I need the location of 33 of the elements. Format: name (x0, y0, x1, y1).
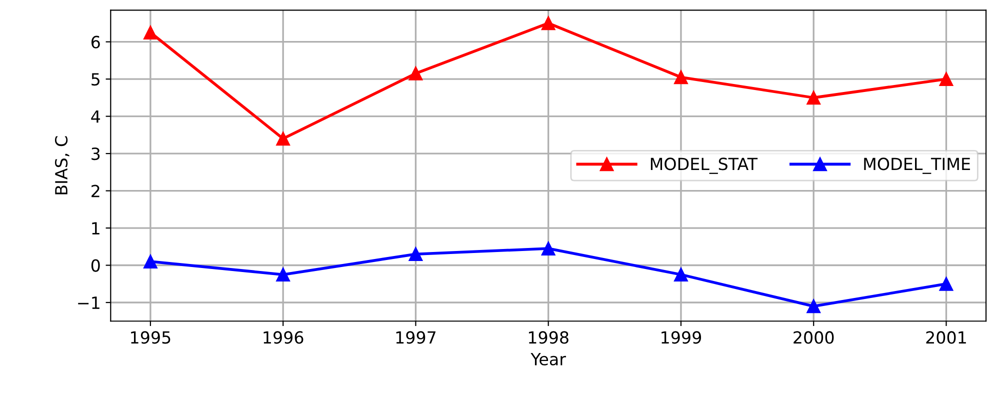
x-tick-label: 2001 (926, 331, 966, 344)
y-tick-label: 0 (91, 259, 100, 272)
x-tick-label: 1997 (396, 331, 436, 344)
legend-label: MODEL_TIME (864, 158, 970, 174)
point (939, 276, 954, 291)
y-tick-label: −1 (78, 296, 100, 309)
x-tick-label: 1999 (662, 331, 702, 344)
x-tick-label: 1995 (131, 331, 170, 344)
point (408, 247, 423, 262)
point (541, 16, 556, 30)
y-tick-label: 5 (92, 73, 100, 86)
point (408, 66, 423, 80)
point (939, 72, 954, 86)
point (674, 268, 688, 282)
point (276, 268, 290, 282)
y-tick-label: 1 (92, 222, 100, 234)
point (276, 132, 290, 146)
y-tick-label: 4 (91, 110, 100, 123)
x-tick-label: 1996 (264, 331, 304, 344)
y-tick-label: 6 (91, 36, 100, 48)
point (674, 70, 688, 84)
legend-label: MODEL_STAT (650, 158, 758, 174)
x-axis-title: Year (530, 353, 566, 366)
point (541, 242, 556, 256)
point (806, 299, 821, 314)
y-axis-title: BIAS, C (54, 136, 70, 194)
point (806, 90, 821, 105)
x-tick-label: 2000 (794, 331, 834, 344)
point (144, 254, 158, 268)
y-tick-label: 3 (92, 148, 100, 160)
x-tick-label: 1998 (528, 331, 568, 344)
y-tick-label: 2 (92, 184, 100, 198)
point (144, 26, 158, 40)
